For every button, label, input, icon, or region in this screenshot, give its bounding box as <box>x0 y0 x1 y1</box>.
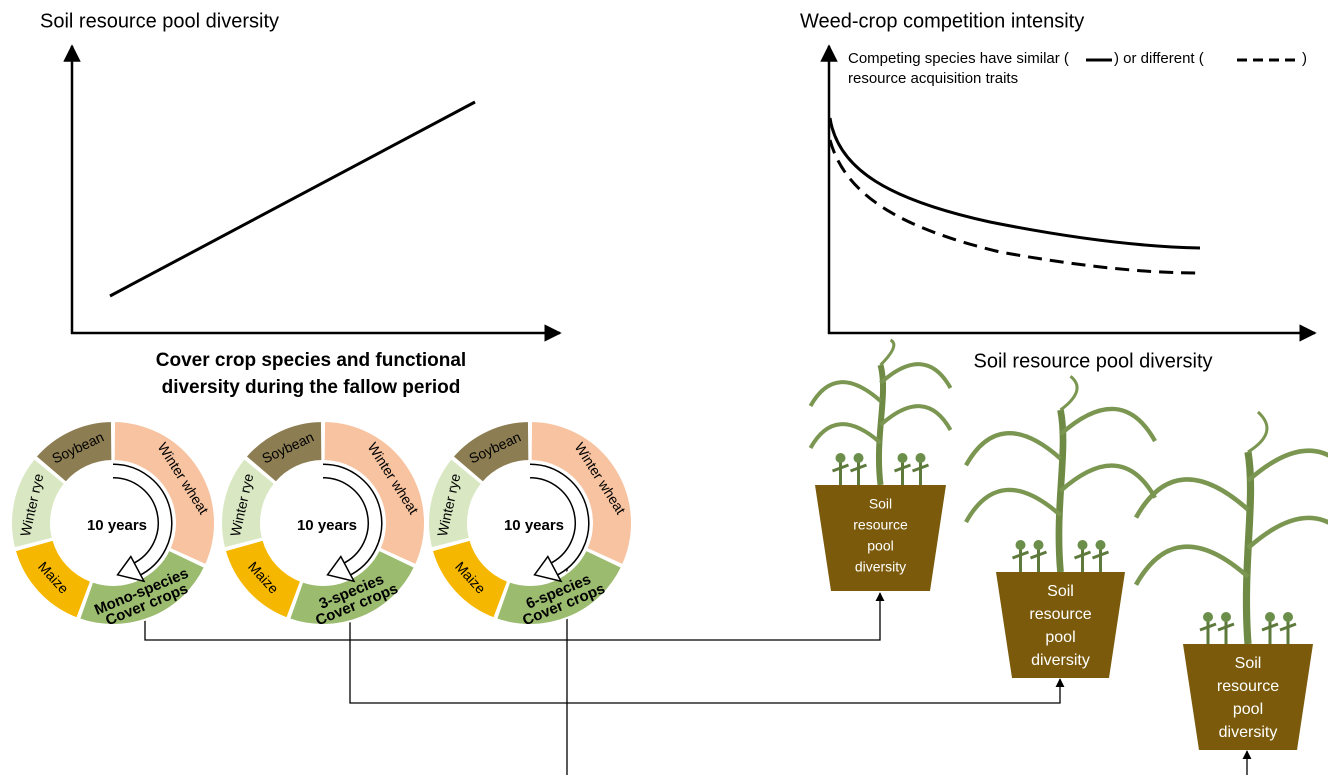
connector <box>349 620 1065 704</box>
center-label: 10 years <box>504 517 564 534</box>
weed <box>849 460 868 485</box>
trend-line <box>109 100 476 298</box>
ring-segment <box>494 548 624 626</box>
weed <box>1011 547 1030 572</box>
ring-segment <box>322 419 426 567</box>
weed-leaf <box>1077 540 1088 550</box>
plant-leaf <box>879 362 953 389</box>
plant-leaf <box>808 422 882 449</box>
pot-label: Soil <box>869 496 892 512</box>
plant-tip <box>1247 410 1269 454</box>
weed <box>911 460 930 485</box>
weed <box>1279 619 1297 644</box>
weed <box>1261 619 1279 644</box>
legend-text: ) <box>1302 50 1307 67</box>
cycle-arrow <box>112 465 171 576</box>
cycle-arrow <box>529 465 588 576</box>
pot-label: Soil <box>1235 655 1262 672</box>
ring-segment <box>529 419 633 567</box>
weed-leaf <box>1033 540 1044 550</box>
weed <box>1091 547 1110 572</box>
weed-leaf <box>1015 540 1026 550</box>
weed-leaf <box>1203 612 1213 622</box>
ring-segment <box>287 548 417 626</box>
ring-segment <box>223 538 303 620</box>
weed <box>893 460 912 485</box>
pot-label: diversity <box>1219 724 1278 741</box>
ring-segment <box>34 419 114 485</box>
legend-text: ) or different ( <box>1114 50 1204 67</box>
plant-tip <box>879 338 896 367</box>
ring-segment <box>430 538 510 620</box>
weed <box>1073 547 1092 572</box>
plant-leaf <box>1059 406 1157 443</box>
weed-leaf <box>853 453 864 463</box>
cycle-arrow-head <box>533 555 563 583</box>
ring-segment <box>220 456 277 550</box>
center-label: 10 years <box>297 517 357 534</box>
pot-label: resource <box>853 517 908 533</box>
pot <box>1183 644 1313 750</box>
ring-segment <box>13 538 93 620</box>
plant-stem <box>1055 409 1067 573</box>
plant-leaf <box>964 431 1062 467</box>
left-x-label: Cover crop species and functional <box>156 350 466 371</box>
legend-text: resource acquisition traits <box>848 70 1018 87</box>
plant-stem <box>875 364 887 486</box>
plant-leaf <box>1133 544 1250 586</box>
ring-segment <box>112 419 216 567</box>
weed <box>1029 547 1048 572</box>
pot-label: pool <box>1233 701 1263 718</box>
dashed-curve <box>828 139 1201 275</box>
weed <box>1217 619 1235 644</box>
pot-label: diversity <box>1031 652 1090 669</box>
cycle-arrow <box>322 465 381 576</box>
plant-leaf <box>1059 463 1157 499</box>
right-y-label: Weed-crop competition intensity <box>800 10 1084 32</box>
plant-leaf <box>964 487 1062 524</box>
weed-leaf <box>897 453 908 463</box>
plant-tip <box>1059 375 1079 412</box>
center-label: 10 years <box>87 517 147 534</box>
left-x-label: diversity during the fallow period <box>162 377 461 398</box>
pot-label: diversity <box>855 559 906 575</box>
pots: Soil resource pool diversity Soil resource poo… <box>808 338 1328 750</box>
cycle-arrow-head <box>326 555 356 583</box>
connector <box>144 592 885 641</box>
plant-leaf <box>879 404 953 431</box>
solid-curve <box>828 117 1201 250</box>
ring-segment <box>451 419 531 485</box>
left-y-label: Soil resource pool diversity <box>40 10 279 32</box>
plant-stem <box>1242 451 1255 645</box>
plant-leaf <box>1246 515 1328 550</box>
right-x-label: Soil resource pool diversity <box>974 350 1213 372</box>
ring-segment <box>427 456 484 550</box>
weed <box>831 460 850 485</box>
pot-label: resource <box>1217 678 1279 695</box>
plant-leaf <box>1246 448 1328 483</box>
weed-leaf <box>1283 612 1293 622</box>
weed-leaf <box>1221 612 1231 622</box>
pot <box>996 572 1125 678</box>
ring-segment <box>77 548 207 626</box>
legend-text: Competing species have similar ( <box>848 50 1069 67</box>
cycle-arrow-head <box>116 555 146 583</box>
weed-leaf <box>1265 612 1275 622</box>
weed <box>1199 619 1217 644</box>
pot-label: pool <box>867 538 893 554</box>
weed-leaf <box>915 453 926 463</box>
ring-segment <box>10 456 67 550</box>
plant-leaf <box>808 380 882 407</box>
pot <box>815 485 946 591</box>
pot-label: Soil <box>1047 583 1074 600</box>
weed-leaf <box>835 453 846 463</box>
plant-leaf <box>1133 477 1250 519</box>
weed-leaf <box>1095 540 1106 550</box>
pot-label: pool <box>1045 629 1075 646</box>
pot-label: resource <box>1029 606 1091 623</box>
ring-segment <box>244 419 324 485</box>
